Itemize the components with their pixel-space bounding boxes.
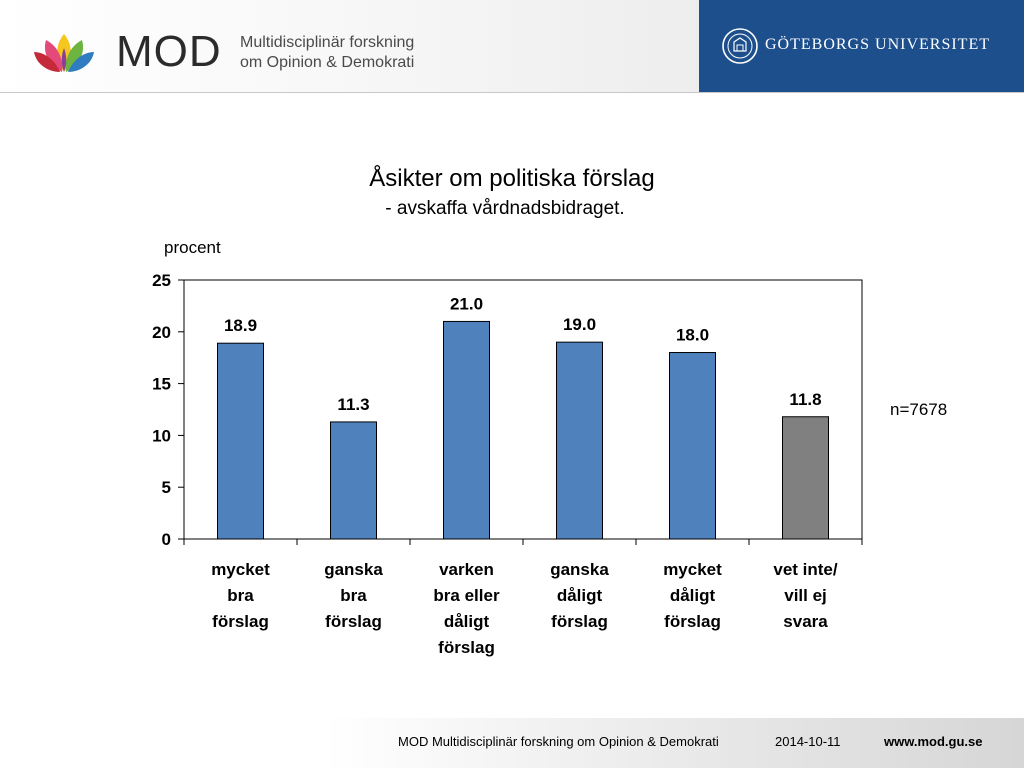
x-tick-label: ganska bra förslag (324, 560, 383, 631)
y-tick-label: 5 (162, 478, 171, 497)
y-tick-label: 15 (152, 375, 171, 394)
bar (782, 416, 829, 540)
x-tick-label: varken bra eller dåligt förslag (433, 560, 500, 657)
university-banner: GÖTEBORGS UNIVERSITET (699, 0, 1024, 92)
data-label: 18.9 (224, 316, 257, 335)
bar (556, 341, 603, 540)
chart-subtitle: - avskaffa vårdnadsbidraget. (385, 198, 625, 219)
footer-date: 2014-10-11 (775, 734, 841, 749)
x-tick-label: ganska dåligt förslag (550, 560, 609, 631)
plot-area-frame (183, 279, 863, 540)
slide-header: MOD Multidisciplinär forskning om Opinio… (0, 0, 1024, 93)
footer-url[interactable]: www.mod.gu.se (884, 734, 983, 749)
data-label: 19.0 (563, 315, 596, 334)
y-axis-label: procent (164, 238, 221, 257)
x-tick-label: mycket bra förslag (211, 560, 270, 631)
data-label: 11.3 (337, 395, 369, 414)
data-label: 18.0 (676, 326, 709, 345)
data-label: 21.0 (450, 294, 483, 313)
footer-organization: MOD Multidisciplinär forskning om Opinio… (398, 734, 719, 749)
mod-logo-subtitle-line1: Multidisciplinär forskning (240, 34, 415, 51)
university-name: GÖTEBORGS UNIVERSITET (765, 36, 990, 53)
chart-title: Åsikter om politiska förslag (369, 165, 655, 192)
bar (217, 342, 264, 540)
bar (669, 352, 716, 540)
y-tick-label: 10 (152, 426, 171, 445)
bar (330, 421, 377, 540)
x-tick-label: vet inte/vill ej svara (773, 560, 838, 631)
x-tick-label: mycket dåligt förslag (663, 560, 722, 631)
y-tick-label: 0 (162, 530, 171, 549)
bar (443, 320, 490, 540)
mod-logo-subtitle: Multidisciplinär forskning om Opinion & … (240, 33, 414, 73)
mod-logo-subtitle-line2: om Opinion & Demokrati (240, 54, 415, 71)
y-tick-label: 20 (152, 323, 171, 342)
university-seal-icon (722, 28, 758, 64)
y-tick-label: 25 (152, 271, 171, 290)
slide-footer (325, 718, 1024, 768)
mod-logo-wordmark: MOD (116, 27, 222, 76)
data-label: 11.8 (789, 390, 821, 409)
mod-flower-logo-icon (34, 34, 94, 72)
sample-size-note: n=7678 (890, 400, 948, 419)
